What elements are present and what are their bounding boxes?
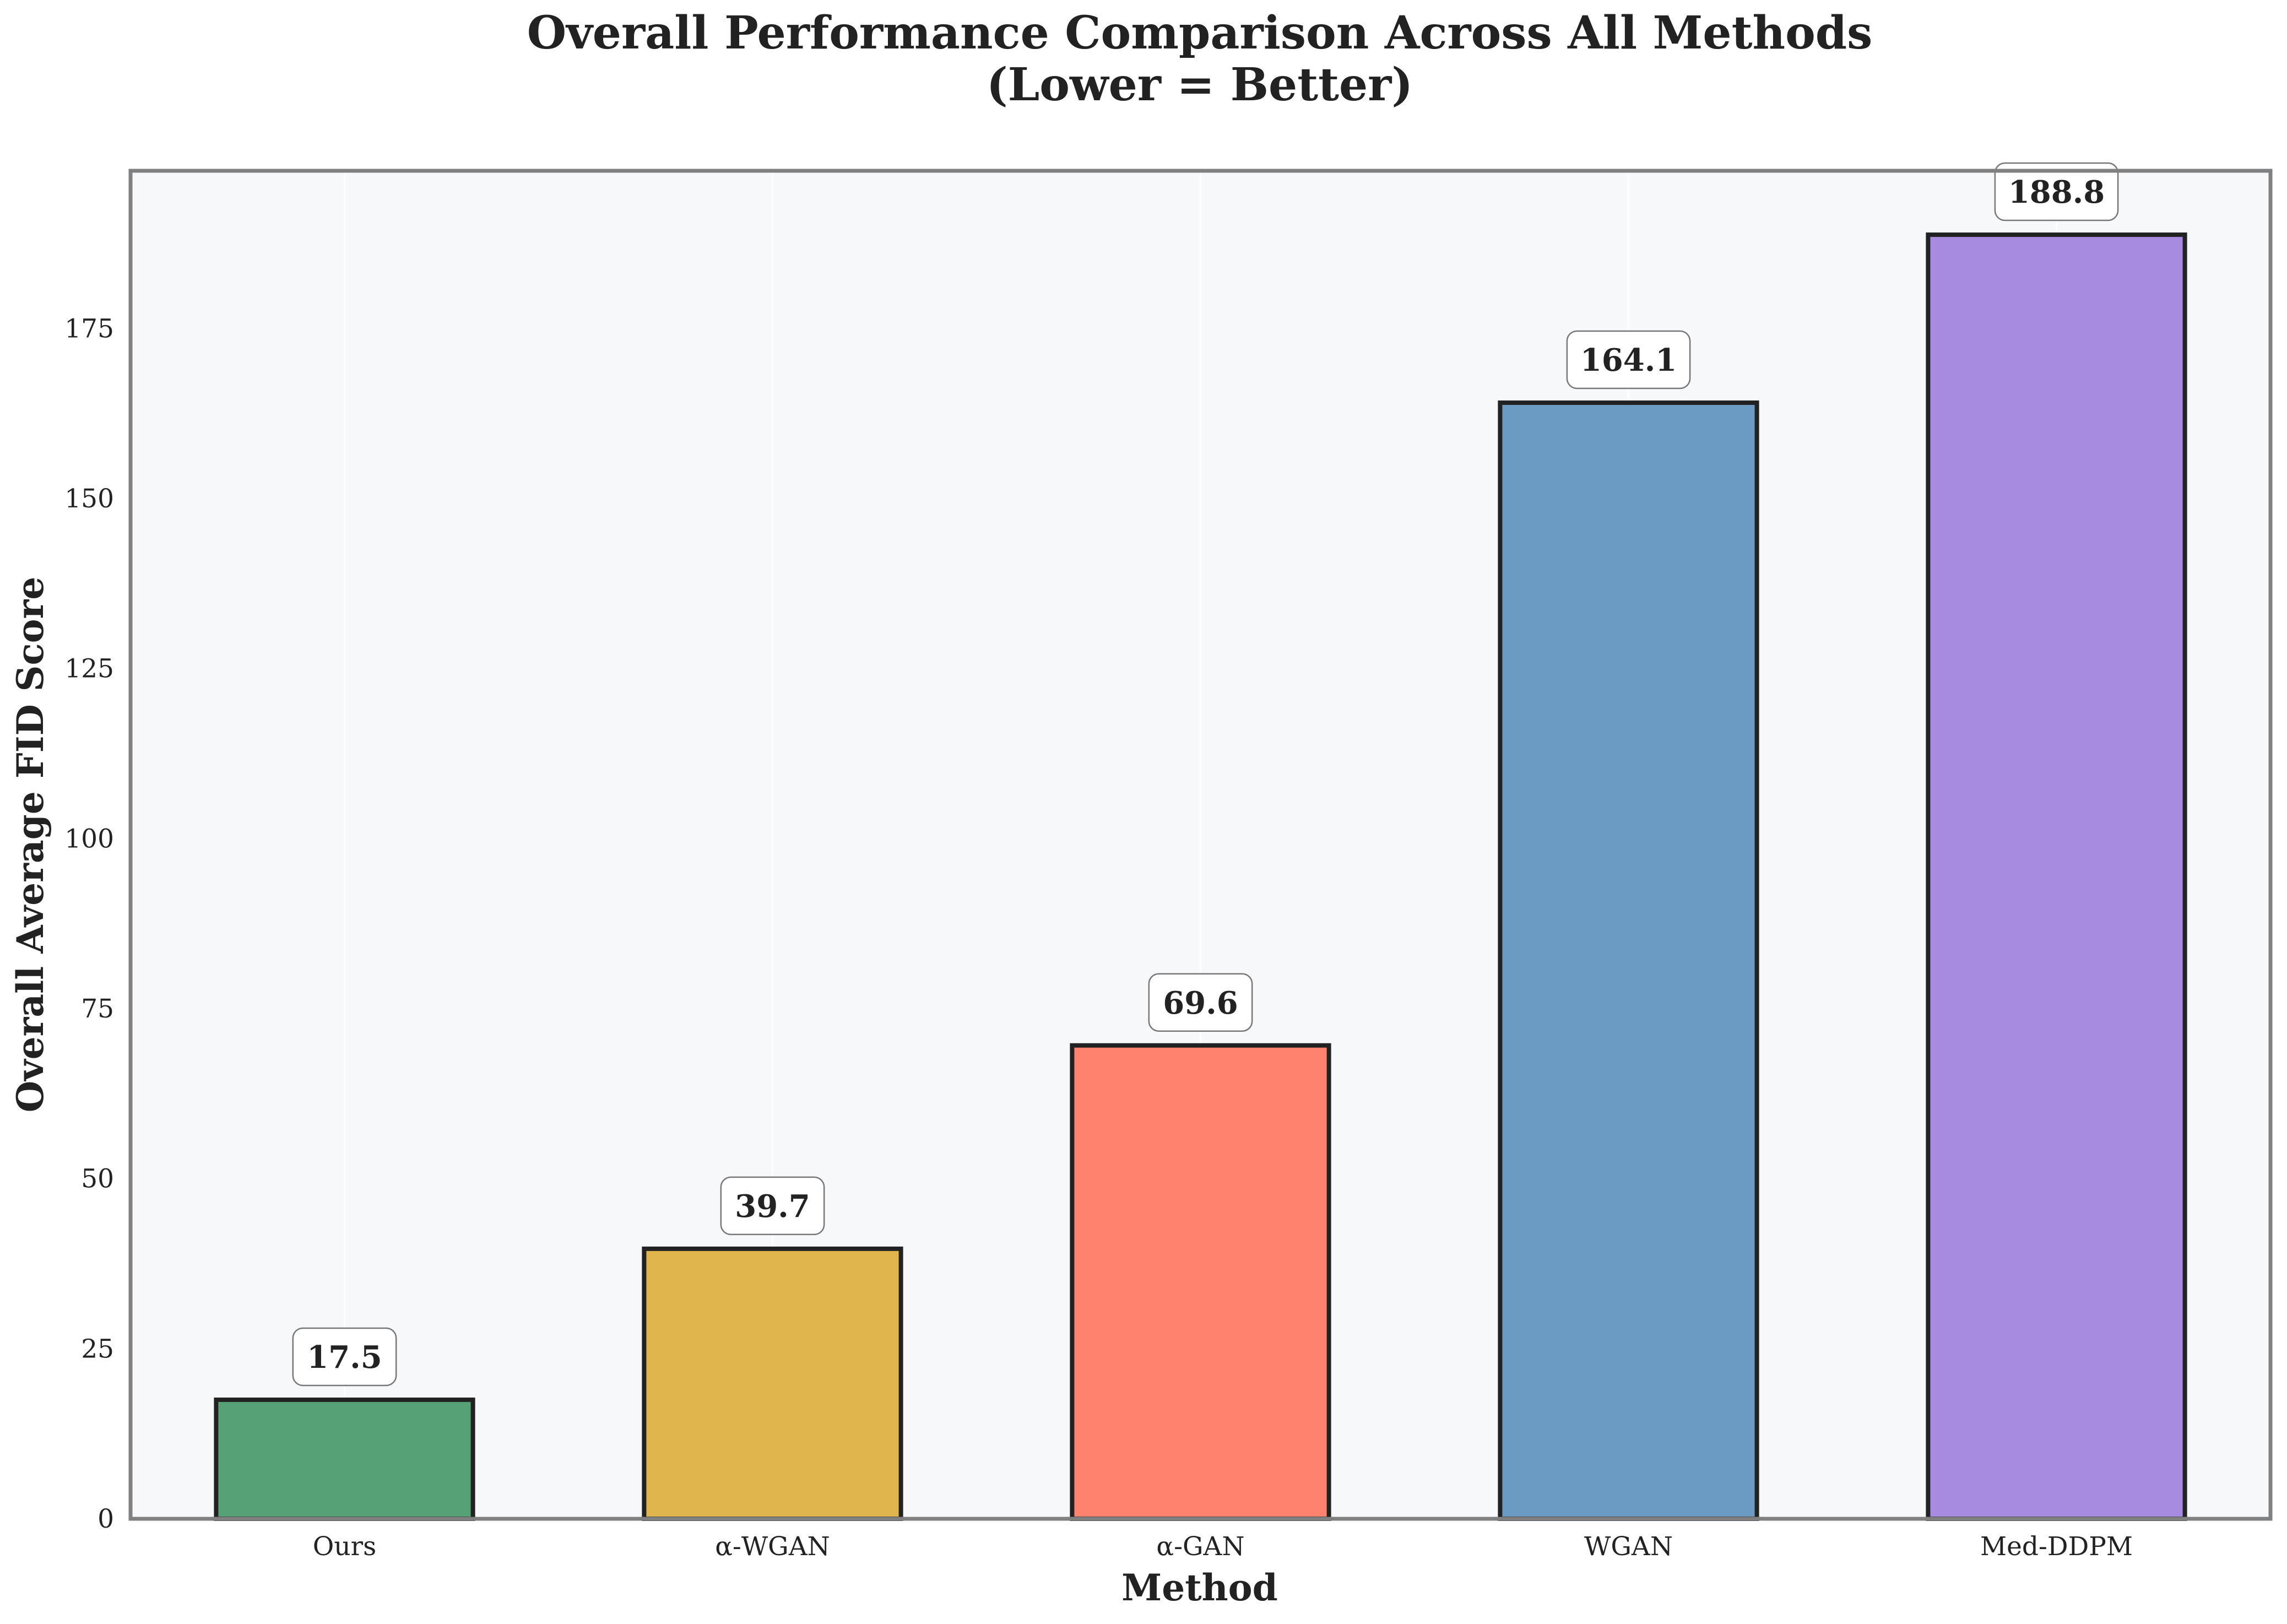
x-tick-label: Med-DDPM	[1980, 1531, 2133, 1562]
value-label: 164.1	[1580, 342, 1677, 378]
value-label-box	[1566, 330, 1691, 389]
value-label-box	[1994, 162, 2119, 221]
bars	[214, 232, 2187, 1522]
y-tick-label: 50	[81, 1164, 114, 1194]
value-label-box	[292, 1327, 397, 1387]
x-tick-label: WGAN	[1584, 1531, 1673, 1562]
bar	[1926, 232, 2187, 1521]
x-tick-label: α-GAN	[1156, 1531, 1244, 1562]
x-tick-label: Ours	[313, 1531, 376, 1562]
bar	[1498, 400, 1759, 1521]
value-label: 69.6	[1163, 985, 1238, 1021]
chart-title: Overall Performance Comparison Across Al…	[527, 7, 1873, 59]
bar	[1070, 1043, 1331, 1522]
y-tick-label: 100	[64, 824, 114, 854]
x-axis-label: Method	[1121, 1566, 1278, 1609]
bar	[642, 1246, 903, 1521]
x-axis-ticks: Ours α-WGAN α-GAN WGAN Med-DDPM	[313, 1531, 2133, 1562]
plot-frame	[128, 169, 2273, 1521]
y-tick-label: 25	[81, 1334, 114, 1364]
chart-subtitle: (Lower = Better)	[987, 58, 1413, 111]
y-tick-label: 150	[64, 484, 114, 514]
bar	[214, 1397, 475, 1521]
value-label: 188.8	[2008, 174, 2105, 210]
value-label-box	[720, 1176, 825, 1236]
x-tick-label: α-WGAN	[715, 1531, 830, 1562]
y-axis-ticks: 0 25 50 75 100 125 150 175	[64, 313, 114, 1534]
value-label: 39.7	[735, 1188, 810, 1225]
value-label: 17.5	[307, 1339, 382, 1376]
y-tick-label: 75	[81, 994, 114, 1024]
y-tick-label: 175	[64, 313, 114, 344]
y-tick-label: 125	[64, 654, 114, 684]
value-labels: 17.5 39.7 69.6 164.1 188.8	[292, 162, 2119, 1387]
value-label-box	[1148, 973, 1253, 1032]
y-axis-label: Overall Average FID Score	[9, 577, 52, 1113]
y-tick-label: 0	[97, 1504, 114, 1534]
